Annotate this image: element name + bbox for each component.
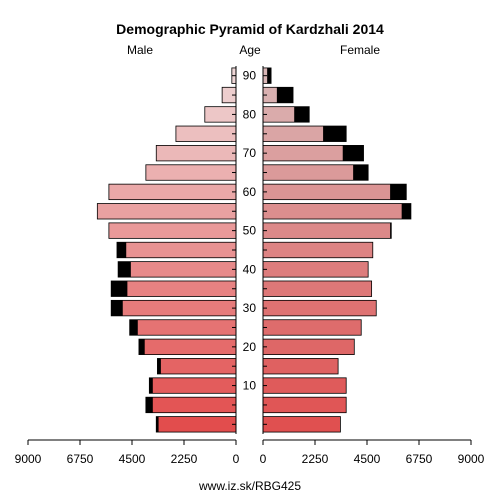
female-bar-50-54: [262, 222, 392, 239]
female-excess-55-59: [401, 203, 411, 220]
female-excess-75-79: [323, 126, 347, 142]
female-bar-5-9: [262, 396, 347, 414]
age-tick-label-10: 10: [243, 379, 257, 393]
female-label: Female: [340, 43, 380, 57]
male-excess-15-19: [157, 358, 161, 374]
male-bar-30-34: [110, 299, 237, 317]
age-tick-label-50: 50: [243, 224, 257, 238]
male-bar-55-59: [96, 203, 237, 220]
female-bar-15-19: [262, 358, 339, 375]
x-tick-label-right-6750: 6750: [406, 452, 433, 466]
male-excess-25-29: [129, 319, 138, 336]
male-excess-40-44: [118, 261, 131, 278]
female-bar-20-24: [262, 338, 355, 355]
male-bar-5-9: [145, 396, 237, 414]
female-excess-65-69: [353, 164, 369, 181]
male-excess-30-34: [111, 300, 123, 316]
footer-url: www.iz.sk/RBG425: [198, 479, 301, 493]
male-bar-50-54: [108, 222, 237, 239]
female-bar-45-49: [262, 241, 374, 259]
male-excess-45-49: [116, 242, 127, 258]
axes-layer: 90 80 70 60 50 40 30 20 10 9000 6750 4500 2250 0 0 2250…: [15, 66, 485, 466]
male-excess-5-9: [145, 397, 153, 413]
female-bar-35-39: [262, 280, 373, 297]
male-bar-20-24: [138, 338, 237, 355]
female-excess-80-84: [294, 106, 310, 123]
x-tick-label-right-9000: 9000: [458, 452, 485, 466]
male-bar-40-44: [117, 261, 237, 278]
bars-layer: [96, 67, 412, 433]
female-bar-60-64: [262, 183, 407, 201]
male-excess-35-39: [111, 280, 128, 297]
age-tick-label-90: 90: [243, 69, 257, 83]
female-bar-55-59: [262, 203, 412, 220]
male-excess-20-24: [138, 339, 145, 355]
male-bar-35-39: [110, 280, 237, 297]
age-tick-label-60: 60: [243, 185, 257, 199]
male-bar-25-29: [129, 319, 237, 336]
age-tick-label-30: 30: [243, 301, 257, 315]
age-tick-label-80: 80: [243, 107, 257, 121]
male-label: Male: [127, 43, 153, 57]
female-bar-0-4: [262, 416, 341, 433]
female-bar-65-69: [262, 164, 369, 181]
male-bar-10-14: [148, 377, 237, 394]
female-excess-85-89: [276, 87, 294, 103]
male-excess-10-14: [149, 377, 153, 394]
female-excess-70-74: [342, 145, 364, 161]
female-bar-40-44: [262, 261, 369, 278]
male-bar-15-19: [157, 358, 237, 375]
female-bar-25-29: [262, 319, 362, 336]
x-tick-label-left-4500: 4500: [119, 452, 146, 466]
age-tick-label-70: 70: [243, 146, 257, 160]
x-tick-label-right-2250: 2250: [302, 452, 329, 466]
female-excess-90+: [267, 67, 272, 84]
x-tick-label-left-6750: 6750: [67, 452, 94, 466]
female-excess-50-54: [390, 222, 392, 239]
age-tick-label-40: 40: [243, 262, 257, 276]
age-tick-label-20: 20: [243, 340, 257, 354]
male-bar-65-69: [145, 164, 237, 181]
male-bar-60-64: [108, 183, 237, 201]
male-bar-80-84: [204, 106, 237, 123]
female-bar-10-14: [262, 377, 347, 394]
x-tick-label-right-4500: 4500: [354, 452, 381, 466]
male-bar-70-74: [155, 145, 237, 162]
female-bar-30-34: [262, 299, 377, 317]
x-tick-label-left-2250: 2250: [171, 452, 198, 466]
male-bar-45-49: [116, 241, 237, 259]
female-excess-60-64: [390, 184, 407, 200]
male-excess-0-4: [156, 416, 159, 433]
male-bar-0-4: [155, 416, 237, 433]
chart-title: Demographic Pyramid of Kardzhali 2014: [116, 21, 384, 37]
age-label: Age: [239, 43, 261, 57]
x-tick-label-left-9000: 9000: [15, 452, 42, 466]
male-bar-75-79: [175, 125, 237, 142]
x-tick-label-left-0: 0: [233, 452, 240, 466]
x-tick-label-right-0: 0: [260, 452, 267, 466]
